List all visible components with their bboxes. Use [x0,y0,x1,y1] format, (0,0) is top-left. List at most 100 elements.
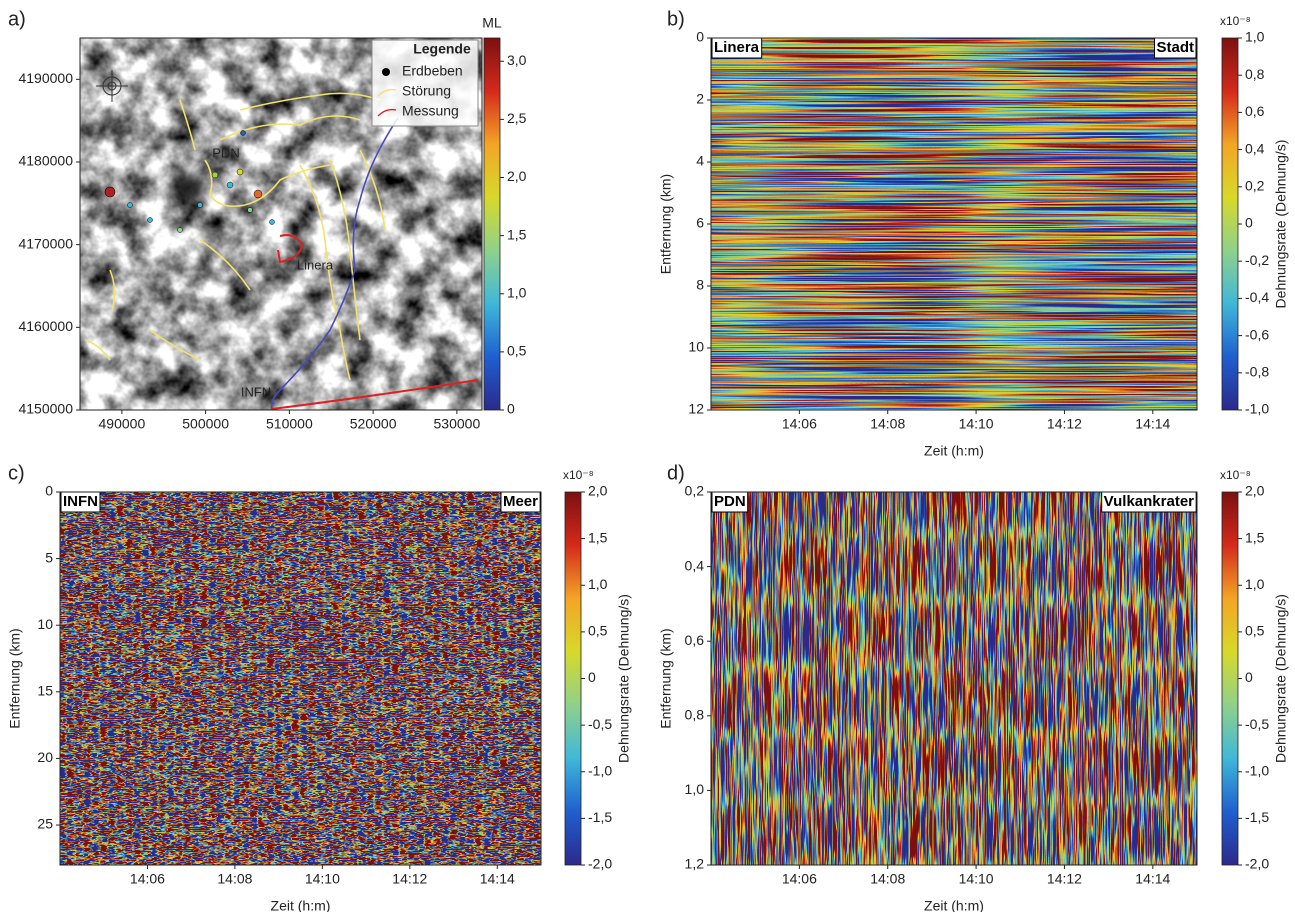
colorbar-tick-label: -1,0 [1245,762,1269,778]
y-tick-label: 10 [688,339,704,355]
y-tick-label: 4190000 [18,70,73,86]
panel-label: b) [667,8,685,30]
colorbar-tick-label: 0,5 [507,343,527,359]
colorbar-tick-label: -0,6 [1245,326,1269,342]
y-tick-label: 4160000 [18,318,73,334]
legend-box [371,39,479,127]
colorbar-tick-label: -1,5 [588,809,612,825]
heatmap-image [711,492,1197,865]
colorbar-tick-label: 0,5 [1245,623,1265,639]
colorbar-tick-label: 1,0 [1245,29,1265,45]
x-tick-label: 14:14 [1135,871,1170,887]
legend-marker [377,88,397,97]
colorbar-label: Dehnungsrate (Dehnung/s) [616,594,632,763]
y-tick-label: 25 [37,816,53,832]
y-tick-label: 20 [37,749,53,765]
colorbar-tick-label: -0,4 [1245,289,1269,305]
colorbar-tick-label: -2,0 [1245,856,1269,872]
x-tick-label: 500000 [182,416,229,432]
x-tick-label: 14:06 [782,871,817,887]
colorbar-tick-label: 0,5 [588,623,608,639]
corner-label: PDN [714,493,746,510]
north-arrow [96,70,128,102]
colorbar-tick-label: 0,8 [1245,66,1265,82]
x-tick-label: 14:12 [1047,416,1082,432]
colorbar-tick-label: 0 [1245,669,1253,685]
legend-marker [382,68,390,76]
colorbar-tick-label: 1,5 [588,529,608,545]
colorbar-label: ML [482,15,502,31]
colorbar-tick-label: 2,0 [507,168,527,184]
corner-label: INFN [63,493,98,510]
y-tick-label: 1,2 [685,856,705,872]
place-label: PDN [212,145,239,160]
legend-label: Störung [402,83,451,99]
y-tick-label: 12 [688,401,704,417]
x-tick-label: 14:12 [392,871,427,887]
x-axis-label: Zeit (h:m) [924,443,984,459]
x-tick-label: 14:10 [959,416,994,432]
y-tick-label: 1,0 [685,781,705,797]
y-tick-label: 8 [696,277,704,293]
river [270,117,399,411]
y-tick-label: 6 [696,215,704,231]
legend-title: Legende [413,41,471,57]
colorbar-tick-label: 1,0 [507,284,527,300]
colorbar-tick-label: 2,5 [507,110,527,126]
corner-label: Vulkankrater [1104,493,1194,510]
x-tick-label: 14:06 [130,871,165,887]
panel-label: a) [8,8,26,30]
plot-frame [79,37,483,411]
colorbar [1221,37,1239,411]
x-tick-label: 14:14 [1135,416,1170,432]
y-axis-label: Entfernung (km) [7,628,23,728]
y-axis-label: Entfernung (km) [658,628,674,728]
y-tick-label: 4150000 [18,401,73,417]
y-tick-label: 0,6 [685,632,705,648]
colorbar-tick-label: 0,6 [1245,103,1265,119]
x-tick-label: 14:08 [870,871,905,887]
panel-label: d) [667,462,685,484]
colorbar-tick-label: 2,0 [588,483,608,499]
colorbar-tick-label: 1,0 [1245,576,1265,592]
x-tick-label: 14:08 [217,871,252,887]
y-tick-label: 4180000 [18,153,73,169]
colorbar-unit: x10⁻⁸ [1220,14,1251,28]
crater-shade [158,162,218,214]
colorbar-tick-label: 0 [588,669,596,685]
colorbar-label: Dehnungsrate (Dehnung/s) [1273,140,1289,309]
colorbar [564,491,582,866]
colorbar-tick-label: -0,5 [588,716,612,732]
measurement-loop [277,234,304,264]
x-tick-label: 530000 [434,416,481,432]
colorbar-tick-label: 1,5 [1245,529,1265,545]
colorbar-tick-label: 0 [1245,215,1253,231]
x-axis-label: Zeit (h:m) [271,898,331,912]
y-tick-label: 15 [37,683,53,699]
y-tick-label: 0 [696,29,704,45]
x-tick-label: 14:12 [1047,871,1082,887]
colorbar-unit: x10⁻⁸ [1220,468,1251,482]
earthquakes [104,130,275,233]
colorbar-tick-label: -1,0 [1245,401,1269,417]
legend-label: Erdbeben [402,63,463,79]
colorbar-label: Dehnungsrate (Dehnung/s) [1273,594,1289,763]
colorbar-tick-label: -1,0 [588,762,612,778]
heatmap-image [60,492,541,865]
colorbar-tick-label: 3,0 [507,52,527,68]
y-tick-label: 0,4 [685,557,705,573]
colorbar-unit: x10⁻⁸ [563,468,594,482]
colorbar-tick-label: 0 [507,401,515,417]
x-tick-label: 520000 [350,416,397,432]
colorbar [483,37,501,411]
y-tick-label: 10 [37,616,53,632]
colorbar-tick-label: 0,2 [1245,178,1265,194]
y-axis-label: Entfernung (km) [658,174,674,274]
colorbar [1221,491,1239,866]
corner-label: Stadt [1157,39,1195,56]
x-tick-label: 510000 [266,416,313,432]
colorbar-tick-label: 1,0 [588,576,608,592]
heatmap-image [711,38,1197,410]
x-tick-label: 14:06 [782,416,817,432]
